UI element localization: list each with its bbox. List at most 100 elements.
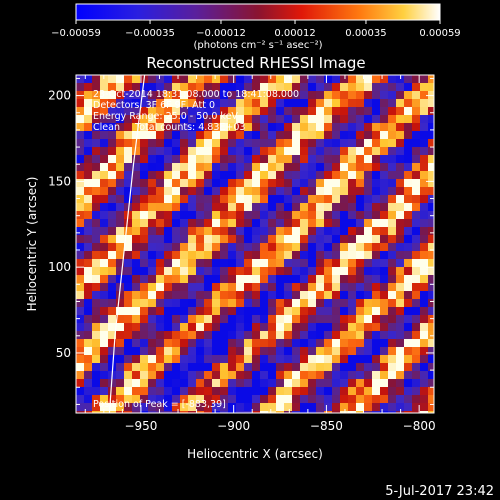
heatmap-cell: [236, 315, 244, 323]
heatmap-cell: [220, 355, 228, 363]
heatmap-cell: [180, 347, 188, 355]
heatmap-cell: [332, 339, 340, 347]
heatmap-cell: [292, 403, 300, 411]
heatmap-cell: [244, 395, 252, 403]
heatmap-cell: [276, 379, 284, 387]
heatmap-cell: [156, 75, 164, 83]
heatmap-cell: [364, 259, 372, 267]
heatmap-cell: [164, 163, 172, 171]
heatmap-cell: [252, 291, 260, 299]
heatmap-cell: [212, 267, 220, 275]
heatmap-cell: [348, 347, 356, 355]
heatmap-cell: [380, 171, 388, 179]
heatmap-cell: [404, 267, 412, 275]
heatmap-cell: [268, 283, 276, 291]
heatmap-cell: [188, 331, 196, 339]
heatmap-cell: [420, 275, 428, 283]
heatmap-cell: [412, 267, 420, 275]
heatmap-cell: [204, 379, 212, 387]
heatmap-cell: [252, 323, 260, 331]
heatmap-cell: [196, 331, 204, 339]
heatmap-cell: [164, 99, 172, 107]
heatmap-cell: [404, 227, 412, 235]
heatmap-cell: [372, 347, 380, 355]
heatmap-cell: [180, 251, 188, 259]
heatmap-cell: [316, 259, 324, 267]
heatmap-cell: [340, 243, 348, 251]
heatmap-cell: [124, 219, 132, 227]
heatmap-cell: [356, 155, 364, 163]
heatmap-cell: [188, 155, 196, 163]
heatmap-cell: [300, 259, 308, 267]
heatmap-cell: [212, 355, 220, 363]
heatmap-cell: [412, 83, 420, 91]
annotation-detectors: Detectors: 3F 6F 9F, Att 0: [93, 100, 215, 111]
heatmap-cell: [204, 235, 212, 243]
heatmap-cell: [172, 203, 180, 211]
heatmap-cell: [116, 299, 124, 307]
heatmap-cell: [244, 283, 252, 291]
heatmap-cell: [228, 371, 236, 379]
heatmap-cell: [404, 331, 412, 339]
heatmap-cell: [356, 283, 364, 291]
heatmap-cell: [396, 379, 404, 387]
heatmap-cell: [156, 403, 164, 411]
heatmap-cell: [356, 83, 364, 91]
heatmap-cell: [228, 99, 236, 107]
heatmap-cell: [300, 171, 308, 179]
heatmap-cell: [212, 323, 220, 331]
heatmap-cell: [332, 331, 340, 339]
heatmap-cell: [172, 83, 180, 91]
heatmap-cell: [188, 139, 196, 147]
heatmap-cell: [284, 283, 292, 291]
heatmap-cell: [140, 307, 148, 315]
heatmap-cell: [84, 179, 92, 187]
heatmap-cell: [140, 387, 148, 395]
heatmap-cell: [228, 347, 236, 355]
heatmap-cell: [396, 83, 404, 91]
heatmap-cell: [332, 315, 340, 323]
heatmap-cell: [108, 139, 116, 147]
heatmap-cell: [244, 291, 252, 299]
heatmap-cell: [180, 147, 188, 155]
heatmap-cell: [260, 227, 268, 235]
heatmap-cell: [92, 107, 100, 115]
x-tick-label: −950: [124, 419, 157, 433]
heatmap-cell: [260, 283, 268, 291]
heatmap-cell: [372, 91, 380, 99]
heatmap-cell: [300, 411, 308, 413]
heatmap-cell: [140, 251, 148, 259]
heatmap-cell: [404, 347, 412, 355]
heatmap-cell: [156, 315, 164, 323]
heatmap-cell: [220, 83, 228, 91]
heatmap-cell: [428, 163, 434, 171]
heatmap-cell: [348, 91, 356, 99]
heatmap-cell: [140, 139, 148, 147]
heatmap-cell: [172, 131, 180, 139]
heatmap-cell: [164, 347, 172, 355]
heatmap-cell: [92, 187, 100, 195]
heatmap-cell: [356, 227, 364, 235]
heatmap-cell: [84, 323, 92, 331]
heatmap-cell: [364, 163, 372, 171]
heatmap-cell: [324, 123, 332, 131]
heatmap-cell: [420, 139, 428, 147]
heatmap-cell: [260, 139, 268, 147]
heatmap-cell: [388, 107, 396, 115]
heatmap-cell: [388, 171, 396, 179]
heatmap-cell: [420, 291, 428, 299]
heatmap-cell: [340, 203, 348, 211]
heatmap-cell: [380, 155, 388, 163]
heatmap-cell: [388, 187, 396, 195]
heatmap-cell: [316, 123, 324, 131]
heatmap-cell: [396, 411, 404, 413]
heatmap-cell: [300, 155, 308, 163]
heatmap-cell: [220, 187, 228, 195]
heatmap-cell: [356, 211, 364, 219]
heatmap-cell: [340, 275, 348, 283]
heatmap-cell: [380, 75, 388, 83]
heatmap-cell: [412, 251, 420, 259]
heatmap-cell: [132, 219, 140, 227]
heatmap-cell: [204, 275, 212, 283]
y-axis-label: Heliocentric Y (arcsec): [25, 177, 39, 312]
